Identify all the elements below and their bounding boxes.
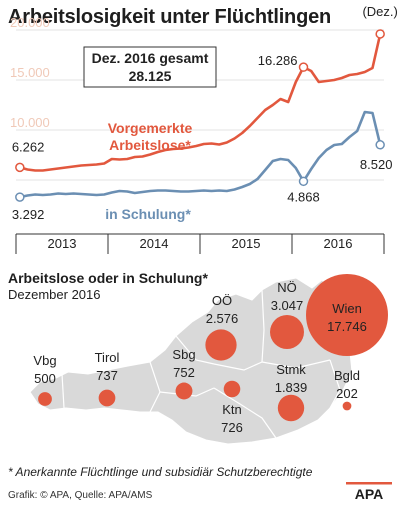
value-annotation: 4.868 [287, 189, 320, 204]
data-point-marker [298, 62, 309, 72]
region-name-label: Stmk [276, 362, 306, 377]
region-name-label: NÖ [277, 280, 297, 295]
map-heading: Arbeitslose oder in Schulung* Dezember 2… [8, 270, 288, 302]
data-point-marker [298, 176, 309, 187]
map-title: Arbeitslose oder in Schulung* [8, 270, 208, 286]
border-ooe-noe [261, 289, 265, 363]
region-value-label: 17.746 [327, 319, 367, 334]
bubble-sbg [175, 382, 193, 400]
y-tick-label: 15.000 [10, 65, 50, 80]
value-annotation: 16.286 [258, 53, 298, 68]
series-label-arbeitslose: Vorgemerkte [108, 120, 193, 136]
state-borders [61, 289, 341, 439]
region-name-label: Tirol [95, 350, 120, 365]
map-subtitle: Dezember 2016 [8, 287, 101, 302]
data-point-marker [375, 140, 385, 150]
border-bgld [329, 359, 341, 409]
y-axis-labels: 10.000 15.000 20.000 [10, 15, 50, 130]
value-annotation: 3.292 [12, 207, 45, 222]
x-tick-label: 2013 [48, 236, 77, 251]
total-box-line1: Dez. 2016 gesamt [92, 50, 209, 66]
x-tick-label: 2014 [140, 236, 169, 251]
page-title: Arbeitslosigkeit unter Flüchtlingen [8, 6, 332, 28]
border-stmk-ktn [213, 387, 277, 439]
value-annotation: (Dez.) [362, 4, 397, 19]
region-value-label: 2.576 [206, 311, 239, 326]
value-annotation: 6.262 [12, 139, 45, 154]
apa-logo-bar [346, 482, 392, 485]
data-point-marker [15, 162, 25, 173]
region-value-label: 202 [336, 386, 358, 401]
x-axis: 2013 2014 2015 2016 [15, 233, 385, 254]
region-name-label: OÖ [212, 293, 232, 308]
bubble-ktn [223, 380, 241, 398]
series-label-schulung: in Schulung* [105, 206, 191, 222]
region-name-label: Vbg [33, 353, 56, 368]
region-value-label: 737 [96, 368, 118, 383]
region-name-label: Wien [332, 301, 362, 316]
bubble-oö [205, 329, 237, 361]
value-annotation: 19.605 [360, 0, 400, 3]
border-noe-stmk [261, 359, 331, 369]
bubble-nö [270, 315, 304, 349]
bubble-bgld [342, 401, 352, 411]
bubble-stmk [277, 394, 305, 422]
region-name-label: Bgld [334, 368, 360, 383]
map-bubbles: Vbg 500 Tirol 737 Sbg 752 OÖ 2.576 NÖ 3.047 Wien 17… [33, 274, 388, 435]
data-point-marker [15, 192, 25, 202]
border-sbg-ooe [175, 335, 215, 365]
x-tick-label: 2015 [232, 236, 261, 251]
footnote: * Anerkannte Flüchtlinge und subsidiär S… [8, 465, 313, 479]
apa-logo-text: APA [355, 486, 384, 500]
total-box-frame [83, 46, 217, 88]
credit-line: Grafik: © APA, Quelle: APA/AMS [8, 490, 153, 501]
bubble-vbg [38, 392, 52, 406]
region-value-label: 500 [34, 371, 56, 386]
region-value-label: 1.839 [275, 380, 308, 395]
series-line-schulung [19, 110, 382, 199]
region-value-label: 752 [173, 365, 195, 380]
region-name-label: Ktn [222, 402, 242, 417]
series-lines [19, 33, 382, 199]
total-box-line2: 28.125 [129, 68, 172, 84]
data-point-marker [375, 29, 385, 39]
region-name-label: Sbg [172, 347, 195, 362]
border-ooe-stmk [213, 361, 263, 371]
total-box: Dez. 2016 gesamt 28.125 [83, 46, 217, 88]
apa-logo: APA [346, 482, 392, 500]
border-sbg-ktn [159, 387, 215, 397]
y-tick-label: 10.000 [10, 115, 50, 130]
border-vbg-tirol [61, 373, 65, 409]
x-tick-label: 2016 [324, 236, 353, 251]
bubble-tirol [98, 389, 116, 407]
series-label-arbeitslose: Arbeitslose* [109, 137, 191, 153]
y-tick-label: 20.000 [10, 15, 50, 30]
series-line-arbeitslose [19, 33, 382, 172]
value-annotation: 8.520 [360, 157, 393, 172]
bubble-wien [306, 274, 388, 356]
region-value-label: 726 [221, 420, 243, 435]
region-value-label: 3.047 [271, 298, 304, 313]
